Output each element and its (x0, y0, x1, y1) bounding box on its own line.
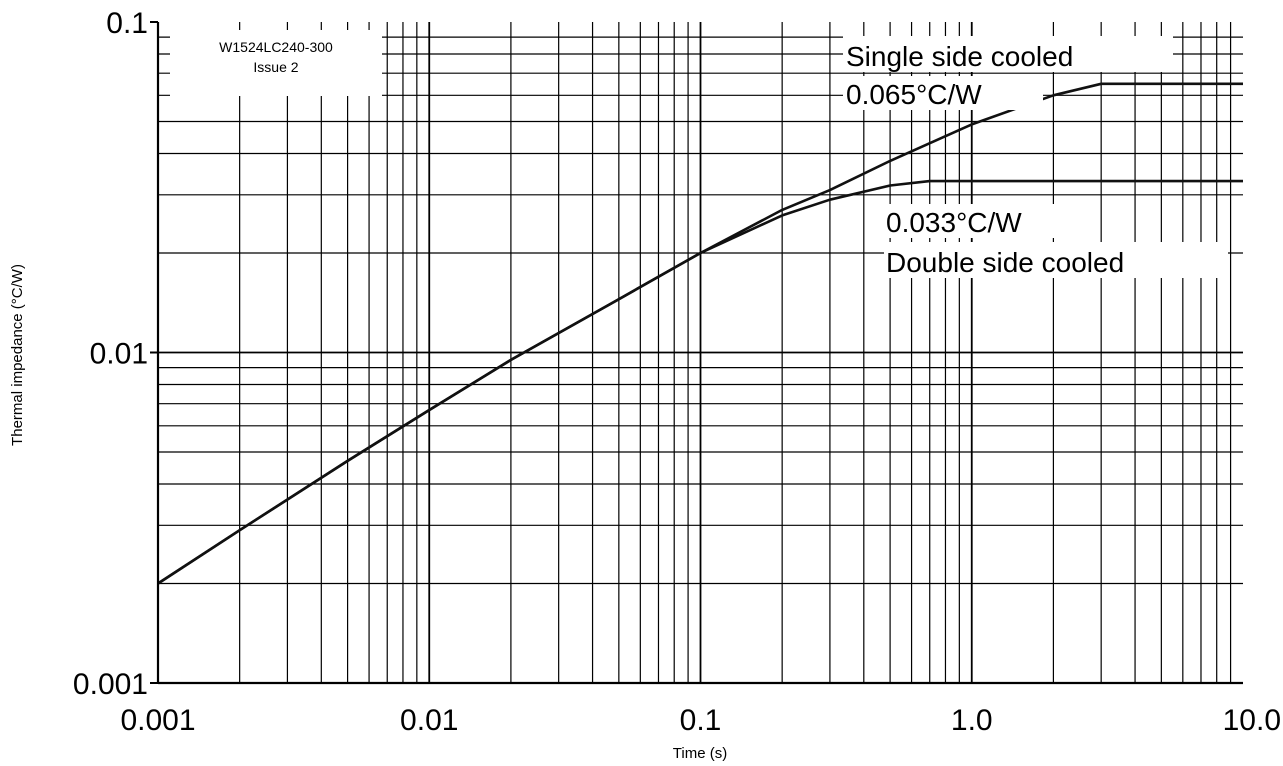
x-tick-label: 0.1 (680, 704, 722, 737)
y-axis-label: Thermal impedance (°C/W) (9, 264, 26, 446)
reference-box: W1524LC240-300 Issue 2 (170, 30, 382, 96)
x-tick-label: 10.0 (1223, 704, 1281, 737)
annotation-double-side-cooled: Double side cooled (886, 247, 1124, 278)
y-tick-label: 0.1 (106, 7, 148, 40)
annotations: Single side cooled 0.065°C/W 0.033°C/W D… (843, 36, 1228, 278)
annotation-single-value: 0.065°C/W (846, 79, 982, 110)
y-tick-label: 0.001 (73, 668, 148, 701)
x-tick-label: 0.001 (120, 704, 195, 737)
reference-box-line-1: W1524LC240-300 (219, 39, 333, 55)
y-tick-label: 0.01 (90, 338, 148, 371)
x-tick-label: 0.01 (400, 704, 458, 737)
series-line-double-side-cooled (157, 179, 1243, 585)
reference-box-line-2: Issue 2 (253, 59, 298, 75)
x-tick-label: 1.0 (951, 704, 993, 737)
annotation-single-side-cooled: Single side cooled (846, 41, 1073, 72)
x-axis-label: Time (s) (673, 745, 727, 762)
annotation-double-value: 0.033°C/W (886, 207, 1022, 238)
grid (157, 22, 1243, 684)
axes: 0.001 0.01 0.1 1.0 10.0 0.001 0.01 0.1 (73, 7, 1281, 737)
